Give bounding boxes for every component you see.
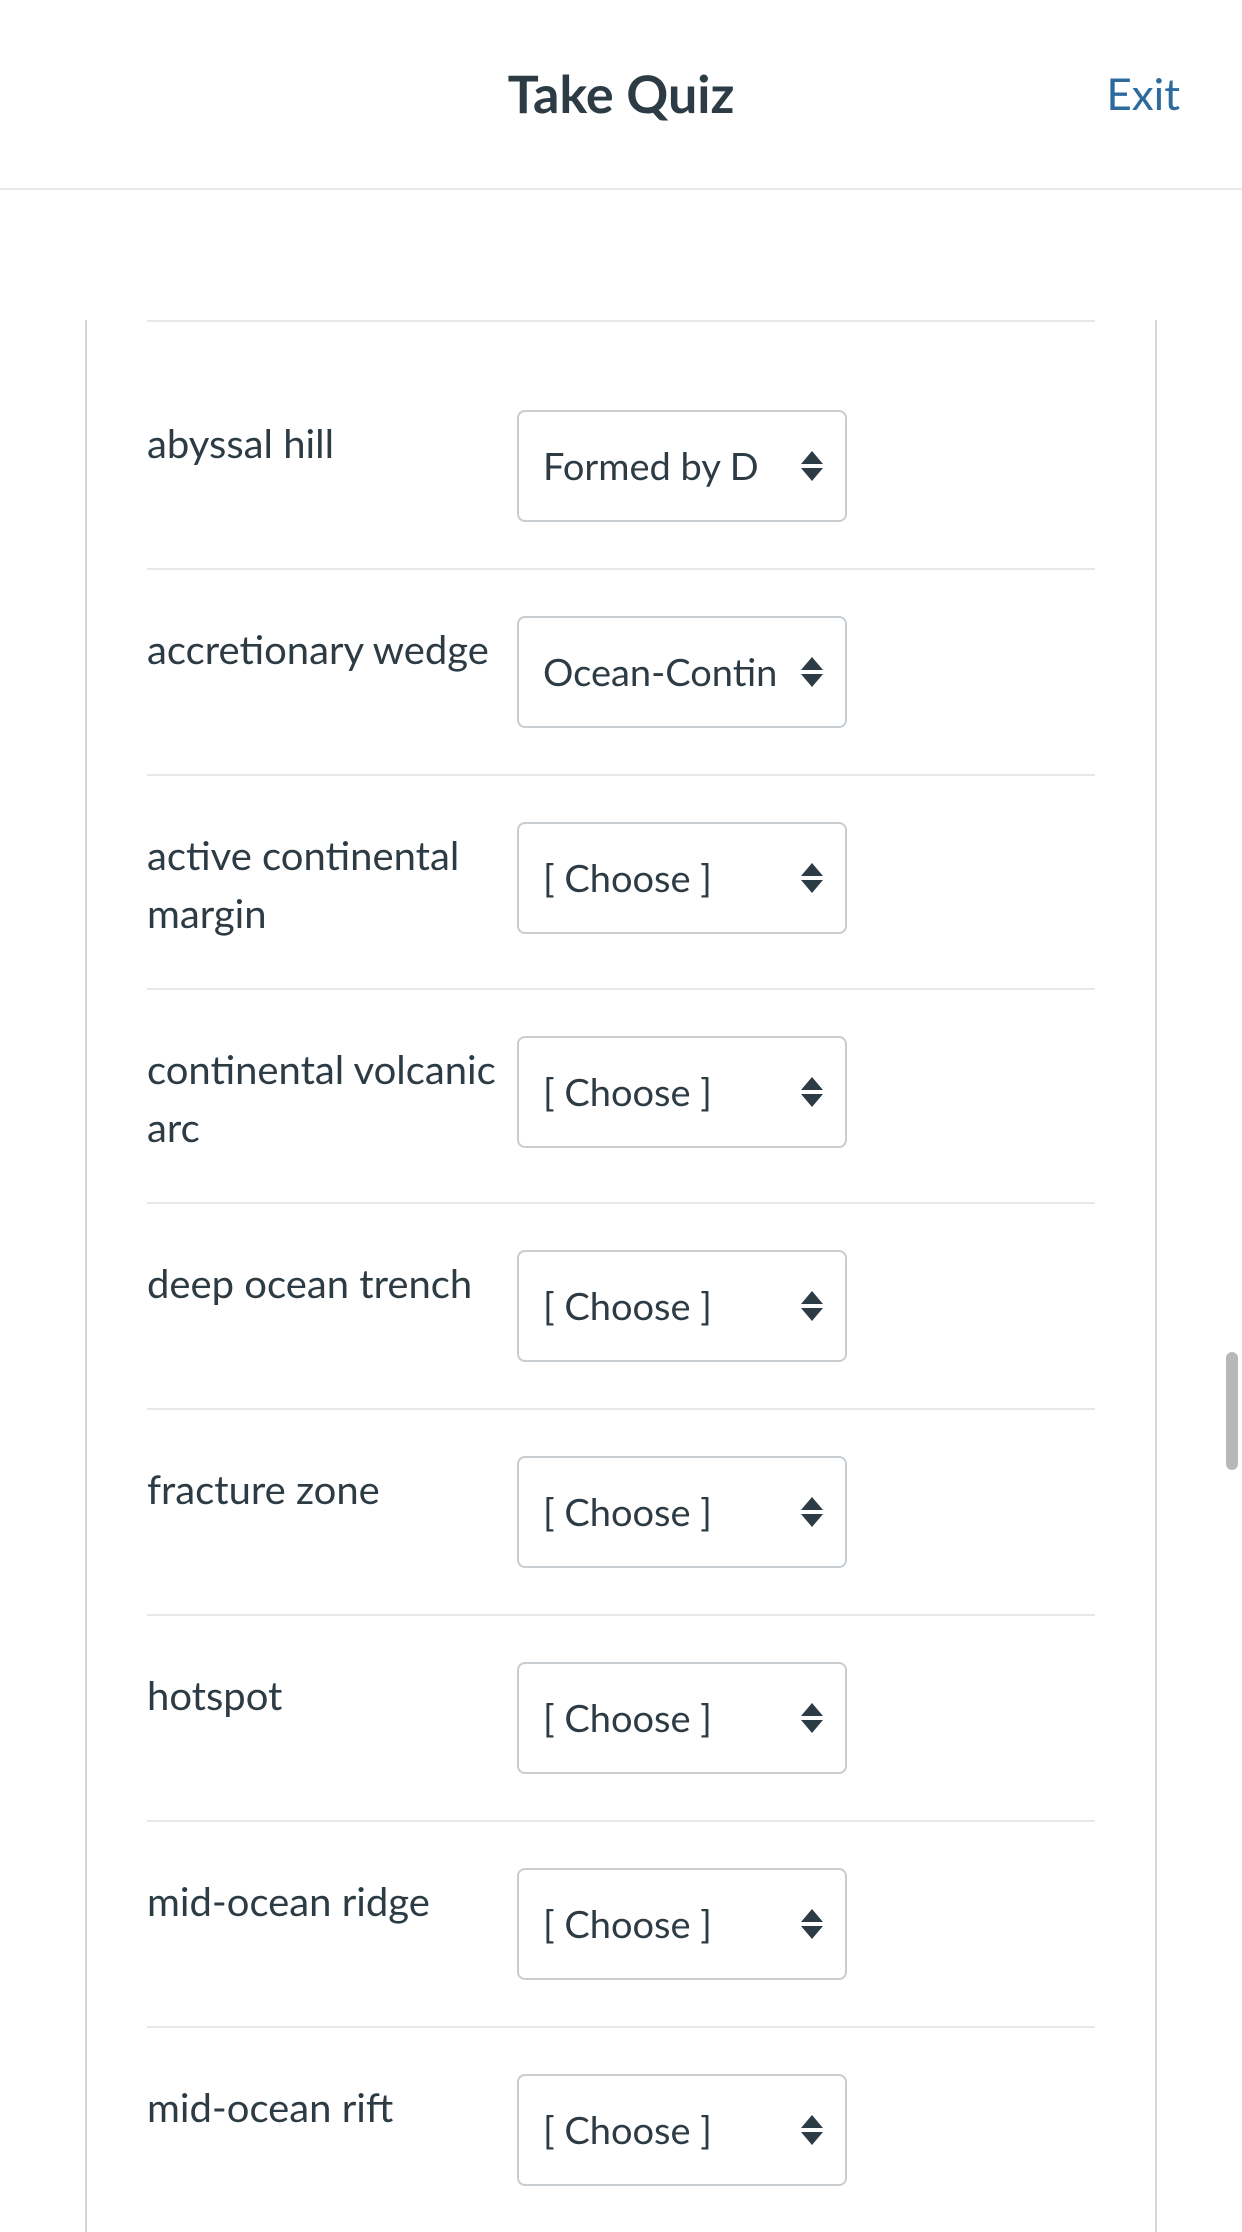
chevron-updown-icon xyxy=(801,2115,823,2145)
match-term-label: hotspot xyxy=(147,1662,517,1724)
chevron-updown-icon xyxy=(801,1497,823,1527)
chevron-updown-icon xyxy=(801,1909,823,1939)
match-answer-select[interactable]: [ Choose ] xyxy=(517,1456,847,1568)
select-value: [ Choose ] xyxy=(543,1901,712,1947)
select-value: Ocean-Contin xyxy=(543,649,775,695)
matching-question-card: abyssal hill Formed by D accretionary we… xyxy=(85,320,1157,2232)
exit-button[interactable]: Exit xyxy=(1106,68,1180,120)
match-row: abyssal hill Formed by D xyxy=(147,320,1095,568)
match-term-label: accretionary wedge xyxy=(147,616,517,678)
page-title: Take Quiz xyxy=(508,63,735,125)
chevron-updown-icon xyxy=(801,1703,823,1733)
match-term-label: active continental margin xyxy=(147,822,517,942)
chevron-updown-icon xyxy=(801,657,823,687)
select-value: [ Choose ] xyxy=(543,1283,712,1329)
select-value: [ Choose ] xyxy=(543,2107,712,2153)
scrollbar-thumb[interactable] xyxy=(1226,1352,1238,1470)
match-term-label: mid-ocean rift xyxy=(147,2074,517,2136)
match-answer-select[interactable]: Ocean-Contin xyxy=(517,616,847,728)
chevron-updown-icon xyxy=(801,1077,823,1107)
match-answer-select[interactable]: [ Choose ] xyxy=(517,2074,847,2186)
quiz-content: abyssal hill Formed by D accretionary we… xyxy=(0,190,1242,2232)
match-term-label: abyssal hill xyxy=(147,410,517,472)
match-term-label: deep ocean trench xyxy=(147,1250,517,1312)
match-answer-select[interactable]: [ Choose ] xyxy=(517,1662,847,1774)
match-answer-select[interactable]: [ Choose ] xyxy=(517,822,847,934)
select-value: [ Choose ] xyxy=(543,1489,712,1535)
match-row: mid-ocean ridge [ Choose ] xyxy=(147,1820,1095,2026)
match-row: mid-ocean rift [ Choose ] xyxy=(147,2026,1095,2232)
chevron-updown-icon xyxy=(801,863,823,893)
chevron-updown-icon xyxy=(801,451,823,481)
select-value: [ Choose ] xyxy=(543,1695,712,1741)
match-term-label: fracture zone xyxy=(147,1456,517,1518)
match-row: deep ocean trench [ Choose ] xyxy=(147,1202,1095,1408)
match-row: hotspot [ Choose ] xyxy=(147,1614,1095,1820)
match-answer-select[interactable]: [ Choose ] xyxy=(517,1868,847,1980)
chevron-updown-icon xyxy=(801,1291,823,1321)
select-value: Formed by D xyxy=(543,443,759,489)
match-row: continental volcanic arc [ Choose ] xyxy=(147,988,1095,1202)
match-answer-select[interactable]: [ Choose ] xyxy=(517,1250,847,1362)
select-value: [ Choose ] xyxy=(543,1069,712,1115)
match-term-label: continental volcanic arc xyxy=(147,1036,517,1156)
match-row: fracture zone [ Choose ] xyxy=(147,1408,1095,1614)
match-answer-select[interactable]: [ Choose ] xyxy=(517,1036,847,1148)
match-term-label: mid-ocean ridge xyxy=(147,1868,517,1930)
match-row: active continental margin [ Choose ] xyxy=(147,774,1095,988)
select-value: [ Choose ] xyxy=(543,855,712,901)
app-header: Take Quiz Exit xyxy=(0,0,1242,190)
match-row: accretionary wedge Ocean-Contin xyxy=(147,568,1095,774)
match-answer-select[interactable]: Formed by D xyxy=(517,410,847,522)
